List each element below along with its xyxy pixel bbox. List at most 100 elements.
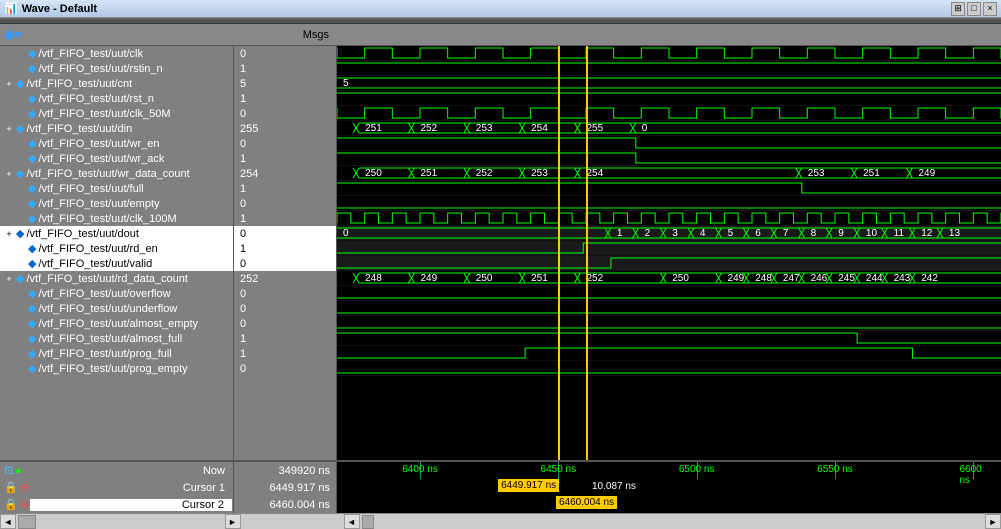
cursor-2-line[interactable] bbox=[586, 46, 588, 460]
scroll-thumb-signals[interactable] bbox=[18, 515, 36, 529]
signal-row[interactable]: ◆/vtf_FIFO_test/uut/empty bbox=[0, 196, 233, 211]
signal-row[interactable]: ◆/vtf_FIFO_test/uut/clk_50M bbox=[0, 106, 233, 121]
expand-icon[interactable]: + bbox=[4, 169, 14, 179]
waveform-row[interactable]: 2482492502512522502492482472462452442432… bbox=[337, 271, 1001, 286]
cursor2-flag[interactable]: 6460.004 ns bbox=[556, 496, 617, 509]
signal-row[interactable]: ◆/vtf_FIFO_test/uut/prog_full bbox=[0, 346, 233, 361]
expand-icon[interactable] bbox=[16, 364, 26, 374]
waveform-row[interactable] bbox=[337, 106, 1001, 121]
signal-row[interactable]: +◆/vtf_FIFO_test/uut/rd_data_count bbox=[0, 271, 233, 286]
signal-row[interactable]: ◆/vtf_FIFO_test/uut/rd_en bbox=[0, 241, 233, 256]
lock-icon[interactable]: 🔒 bbox=[4, 498, 18, 511]
scroll-left-wave-button[interactable]: ◄ bbox=[344, 514, 360, 529]
waveform-row[interactable] bbox=[337, 346, 1001, 361]
expand-icon[interactable] bbox=[16, 304, 26, 314]
expand-icon[interactable] bbox=[16, 49, 26, 59]
expand-icon[interactable]: + bbox=[4, 274, 14, 284]
scroll-thumb-wave[interactable] bbox=[362, 515, 374, 529]
signal-diamond-icon: ◆ bbox=[28, 317, 36, 330]
expand-icon[interactable] bbox=[16, 94, 26, 104]
time-ruler[interactable]: 6400 ns6450 ns6500 ns6550 ns6600 ns bbox=[337, 462, 1001, 479]
expand-icon[interactable] bbox=[16, 64, 26, 74]
cursor-1-line[interactable] bbox=[558, 46, 560, 460]
signal-row[interactable]: ◆/vtf_FIFO_test/uut/wr_ack bbox=[0, 151, 233, 166]
expand-icon[interactable] bbox=[16, 154, 26, 164]
lock-icon[interactable]: 🔒 bbox=[4, 481, 18, 494]
waveform-panel[interactable]: 5 2512522532542550 25025125225325425325124… bbox=[337, 46, 1001, 460]
waveform-row[interactable] bbox=[337, 361, 1001, 376]
signal-row[interactable]: ◆/vtf_FIFO_test/uut/almost_full bbox=[0, 331, 233, 346]
signal-row[interactable]: +◆/vtf_FIFO_test/uut/din bbox=[0, 121, 233, 136]
waveform-row[interactable]: 5 bbox=[337, 76, 1001, 91]
max-button[interactable]: □ bbox=[967, 2, 981, 16]
signal-row[interactable]: ◆/vtf_FIFO_test/uut/clk bbox=[0, 46, 233, 61]
remove-cursor-icon[interactable]: ⊖ bbox=[20, 481, 29, 494]
waveform-row[interactable] bbox=[337, 136, 1001, 151]
expand-icon[interactable] bbox=[16, 259, 26, 269]
horizontal-scrollbar[interactable]: ◄ ► ◄ ► bbox=[0, 513, 1001, 529]
cursor2-row[interactable]: 🔒⊖ Cursor 2 bbox=[0, 496, 233, 513]
waveform-row[interactable]: 2512522532542550 bbox=[337, 121, 1001, 136]
signal-row[interactable]: +◆/vtf_FIFO_test/uut/cnt bbox=[0, 76, 233, 91]
remove-cursor-icon[interactable]: ⊖ bbox=[20, 498, 29, 511]
signal-names-panel[interactable]: ◆/vtf_FIFO_test/uut/clk ◆/vtf_FIFO_test/… bbox=[0, 46, 234, 460]
signal-name: /vtf_FIFO_test/uut/clk_100M bbox=[38, 213, 176, 225]
signal-row[interactable]: ◆/vtf_FIFO_test/uut/rst_n bbox=[0, 91, 233, 106]
scroll-right-wave-button[interactable]: ► bbox=[985, 514, 1001, 529]
expand-icon[interactable] bbox=[16, 349, 26, 359]
cursor-delta: 10.087 ns bbox=[592, 481, 636, 492]
waveform-row[interactable] bbox=[337, 91, 1001, 106]
signal-row[interactable]: ◆/vtf_FIFO_test/uut/valid bbox=[0, 256, 233, 271]
waveform-row[interactable] bbox=[337, 256, 1001, 271]
signal-row[interactable]: ◆/vtf_FIFO_test/uut/clk_100M bbox=[0, 211, 233, 226]
signal-row[interactable]: ◆/vtf_FIFO_test/uut/full bbox=[0, 181, 233, 196]
dock-button[interactable]: ⊞ bbox=[951, 2, 965, 16]
expand-icon[interactable]: + bbox=[4, 124, 14, 134]
signal-row[interactable]: ◆/vtf_FIFO_test/uut/overflow bbox=[0, 286, 233, 301]
signal-row[interactable]: ◆/vtf_FIFO_test/uut/underflow bbox=[0, 301, 233, 316]
signal-name: /vtf_FIFO_test/uut/din bbox=[26, 123, 132, 135]
waveform-row[interactable] bbox=[337, 241, 1001, 256]
waveform-row[interactable]: 250251252253254253251249 bbox=[337, 166, 1001, 181]
waveform-row[interactable] bbox=[337, 331, 1001, 346]
bus-value: 253 bbox=[476, 123, 493, 134]
signal-row[interactable]: ◆/vtf_FIFO_test/uut/rstin_n bbox=[0, 61, 233, 76]
expand-icon[interactable] bbox=[16, 334, 26, 344]
expand-icon[interactable] bbox=[16, 319, 26, 329]
close-button[interactable]: × bbox=[983, 2, 997, 16]
expand-icon[interactable]: + bbox=[4, 79, 14, 89]
waveform-row[interactable] bbox=[337, 316, 1001, 331]
signal-row[interactable]: +◆/vtf_FIFO_test/uut/wr_data_count bbox=[0, 166, 233, 181]
insert-signal-icon[interactable]: ◆▾ bbox=[4, 26, 22, 43]
waveform-row[interactable] bbox=[337, 286, 1001, 301]
cursor2-track[interactable]: 6460.004 ns bbox=[337, 496, 1001, 513]
cursor1-row[interactable]: 🔒⊖ Cursor 1 bbox=[0, 479, 233, 496]
waveform-row[interactable] bbox=[337, 211, 1001, 226]
waveform-row[interactable] bbox=[337, 301, 1001, 316]
waveform-row[interactable]: 012345678910111213 bbox=[337, 226, 1001, 241]
cursor1-track[interactable]: 6449.917 ns 10.087 ns bbox=[337, 479, 1001, 496]
signal-values-panel[interactable]: 0151025501254101010252000110 bbox=[234, 46, 337, 460]
waveform-row[interactable] bbox=[337, 61, 1001, 76]
signal-row[interactable]: ◆/vtf_FIFO_test/uut/prog_empty bbox=[0, 361, 233, 376]
expand-icon[interactable] bbox=[16, 109, 26, 119]
bus-value: 248 bbox=[365, 273, 382, 284]
cursor1-flag[interactable]: 6449.917 ns bbox=[498, 479, 559, 492]
expand-icon[interactable] bbox=[16, 214, 26, 224]
expand-icon[interactable] bbox=[16, 244, 26, 254]
waveform-row[interactable] bbox=[337, 196, 1001, 211]
scroll-right-button[interactable]: ► bbox=[225, 514, 241, 529]
signal-row[interactable]: ◆/vtf_FIFO_test/uut/almost_empty bbox=[0, 316, 233, 331]
waveform-row[interactable] bbox=[337, 151, 1001, 166]
signal-row[interactable]: ◆/vtf_FIFO_test/uut/wr_en bbox=[0, 136, 233, 151]
bus-value: 243 bbox=[894, 273, 911, 284]
waveform-row[interactable] bbox=[337, 181, 1001, 196]
expand-icon[interactable] bbox=[16, 139, 26, 149]
waveform-row[interactable] bbox=[337, 46, 1001, 61]
scroll-left-button[interactable]: ◄ bbox=[0, 514, 16, 529]
expand-icon[interactable] bbox=[16, 184, 26, 194]
expand-icon[interactable] bbox=[16, 199, 26, 209]
expand-icon[interactable] bbox=[16, 289, 26, 299]
expand-icon[interactable]: + bbox=[4, 229, 14, 239]
signal-row[interactable]: +◆/vtf_FIFO_test/uut/dout bbox=[0, 226, 233, 241]
